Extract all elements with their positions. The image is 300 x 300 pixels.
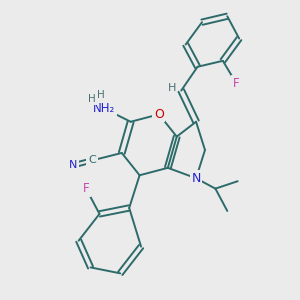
Text: F: F — [83, 182, 89, 195]
Text: NH₂: NH₂ — [93, 102, 115, 115]
Text: C: C — [88, 155, 96, 165]
Text: H: H — [97, 90, 105, 100]
Text: H: H — [167, 82, 176, 93]
Text: N: N — [68, 160, 77, 170]
Text: O: O — [154, 108, 164, 121]
Text: H: H — [88, 94, 96, 104]
Text: N: N — [191, 172, 201, 185]
Text: F: F — [233, 76, 239, 90]
